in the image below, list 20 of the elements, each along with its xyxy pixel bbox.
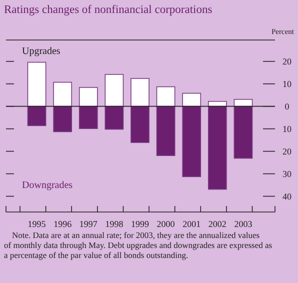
text: Downgrades — [22, 180, 73, 191]
x-tick-label: 1996 — [54, 219, 72, 229]
x-tick-label: 2000 — [156, 219, 176, 229]
y-tick-label: 10 — [282, 124, 292, 134]
text: Note. Data are at an annual rate; for 2003, they are the annualized values of monthly data through May. Debt upgrades and downgrades are expressed as a percentage of the par value of all bonds outstanding. — [4, 230, 272, 260]
y-tick-label: 10 — [282, 78, 292, 89]
y-tick-label: 0 — [284, 101, 290, 112]
chart-title: Ratings changes of nonfinancial corporations — [4, 4, 213, 16]
x-tick-label: 1995 — [28, 219, 46, 229]
y-tick-label: 20 — [282, 146, 292, 156]
y-tick-label: 40 — [282, 191, 292, 202]
x-tick-label: 2001 — [182, 219, 201, 229]
series-label: Upgrades — [22, 46, 60, 57]
x-tick-label: 1997 — [79, 219, 98, 229]
x-tick-label: 2002 — [208, 219, 226, 229]
y-tick-label: 30 — [282, 168, 292, 179]
x-tick-label: 1999 — [131, 219, 150, 229]
x-tick-label: 1998 — [105, 219, 124, 229]
y-tick-label: 20 — [282, 56, 292, 66]
x-tick-label: 2003 — [234, 219, 253, 229]
